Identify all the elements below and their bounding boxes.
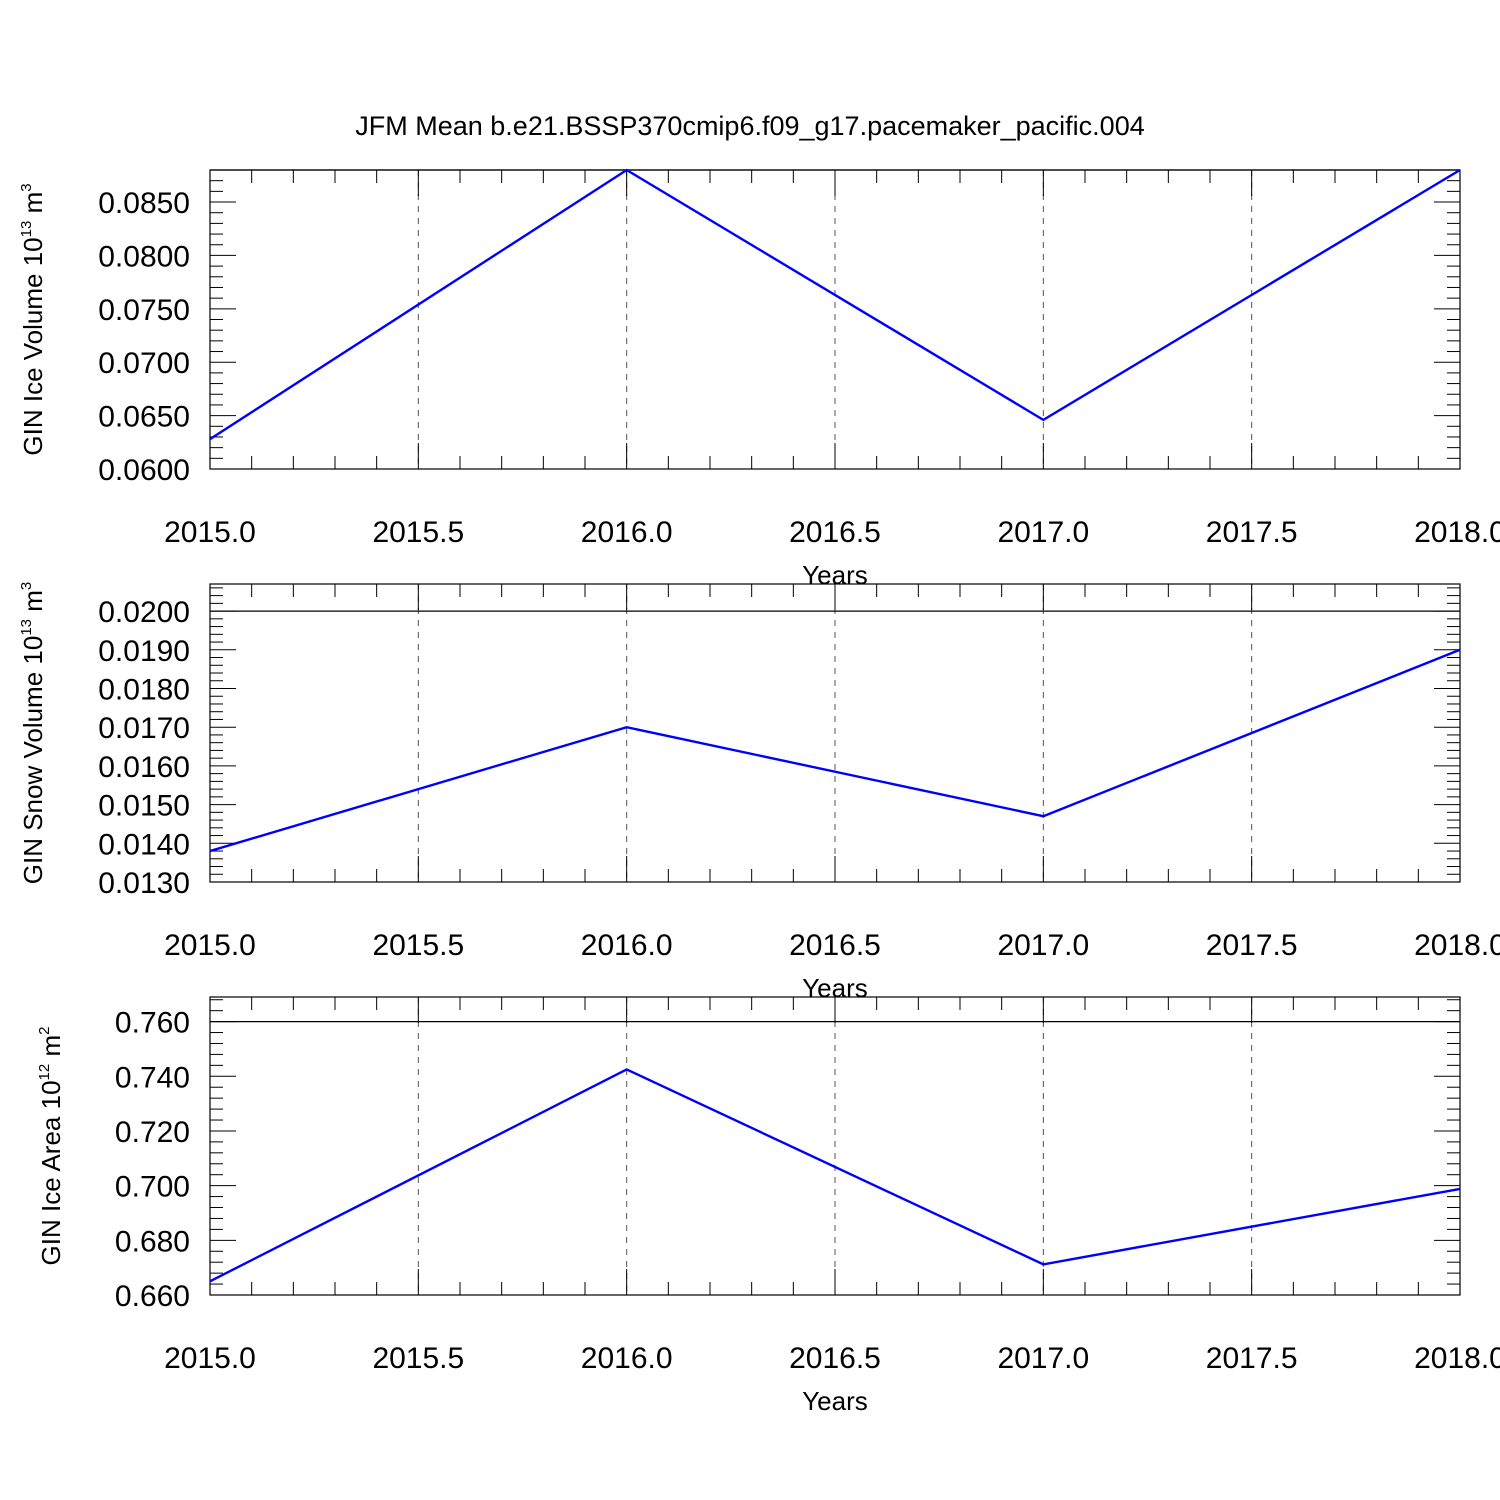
panels: 2015.0 2015.5 2016.0 2016.5 2017.0 2017.5 2018… [18, 168, 1500, 1416]
y-axis-label-unit-exponent: 3 [18, 582, 35, 590]
y-axis-label-main: GIN Ice Volume 10 [18, 237, 48, 455]
x-tick-label: 2016.5 [789, 1342, 881, 1375]
series-line [209, 168, 1461, 441]
y-tick-label: 0.0190 [98, 635, 190, 668]
y-tick-label: 0.0200 [98, 596, 190, 629]
x-tick-label: 2018.0 [1414, 516, 1500, 549]
y-tick-label: 0.0750 [98, 294, 190, 327]
y-axis-label-unit: m [36, 1035, 66, 1064]
y-axis-label-unit: m [18, 192, 48, 221]
y-tick-label: 0.0180 [98, 673, 190, 706]
y-tick-label: 0.0130 [98, 867, 190, 900]
y-tick-label: 0.0650 [98, 401, 190, 434]
y-axis-label-exponent: 13 [18, 619, 35, 636]
y-tick-label: 0.0600 [98, 454, 190, 487]
y-tick-label: 0.0140 [98, 828, 190, 861]
y-axis-label: GIN Ice Volume 1013 m3 [18, 183, 48, 455]
y-axis-label: GIN Ice Area 1012 m2 [36, 1027, 66, 1266]
series-line [209, 1068, 1461, 1283]
x-axis-label: Years [802, 1386, 868, 1416]
y-tick-label: 0.700 [115, 1171, 190, 1204]
y-axis-label-main: GIN Snow Volume 10 [18, 636, 48, 885]
y-axis-label-exponent: 12 [36, 1064, 53, 1081]
y-tick-label: 0.0850 [98, 187, 190, 220]
y-axis-label-unit: m [18, 590, 48, 619]
x-tick-label: 2015.5 [372, 1342, 464, 1375]
x-tick-label: 2015.5 [372, 929, 464, 962]
y-tick-label: 0.740 [115, 1061, 190, 1094]
y-tick-label: 0.680 [115, 1225, 190, 1258]
y-tick-label: 0.760 [115, 1007, 190, 1040]
panel-2: 2015.0 2015.5 2016.0 2016.5 2017.0 2017.5 2018… [18, 582, 1500, 1003]
x-tick-label: 2015.0 [164, 1342, 256, 1375]
y-axis-label-main: GIN Ice Area 10 [36, 1080, 66, 1265]
y-tick-label: 0.0800 [98, 240, 190, 273]
x-tick-label: 2015.0 [164, 929, 256, 962]
series-line [209, 648, 1461, 853]
y-axis-label-unit-exponent: 2 [36, 1027, 53, 1035]
x-tick-label: 2017.5 [1206, 1342, 1298, 1375]
panel-1: 2015.0 2015.5 2016.0 2016.5 2017.0 2017.5 2018… [18, 168, 1500, 590]
x-tick-label: 2017.5 [1206, 929, 1298, 962]
y-tick-label: 0.720 [115, 1116, 190, 1149]
x-tick-label: 2018.0 [1414, 929, 1500, 962]
y-axis-label-exponent: 13 [18, 221, 35, 238]
x-tick-label: 2016.0 [581, 929, 673, 962]
x-tick-label: 2016.5 [789, 516, 881, 549]
panel-3: 2015.0 2015.5 2016.0 2016.5 2017.0 2017.5 2018… [36, 996, 1500, 1416]
x-tick-label: 2017.5 [1206, 516, 1298, 549]
y-tick-label: 0.0700 [98, 347, 190, 380]
y-tick-label: 0.0170 [98, 712, 190, 745]
x-tick-label: 2017.0 [997, 516, 1089, 549]
y-tick-label: 0.0160 [98, 751, 190, 784]
x-tick-label: 2016.0 [581, 516, 673, 549]
y-tick-label: 0.660 [115, 1280, 190, 1313]
y-tick-label: 0.0150 [98, 790, 190, 823]
x-tick-label: 2018.0 [1414, 1342, 1500, 1375]
x-tick-label: 2017.0 [997, 929, 1089, 962]
x-tick-label: 2015.0 [164, 516, 256, 549]
y-axis-label: GIN Snow Volume 1013 m3 [18, 582, 48, 885]
x-tick-label: 2017.0 [997, 1342, 1089, 1375]
x-tick-label: 2016.0 [581, 1342, 673, 1375]
x-tick-label: 2016.5 [789, 929, 881, 962]
figure-title: JFM Mean b.e21.BSSP370cmip6.f09_g17.pace… [355, 111, 1144, 141]
y-axis-label-unit-exponent: 3 [18, 183, 35, 191]
x-tick-label: 2015.5 [372, 516, 464, 549]
